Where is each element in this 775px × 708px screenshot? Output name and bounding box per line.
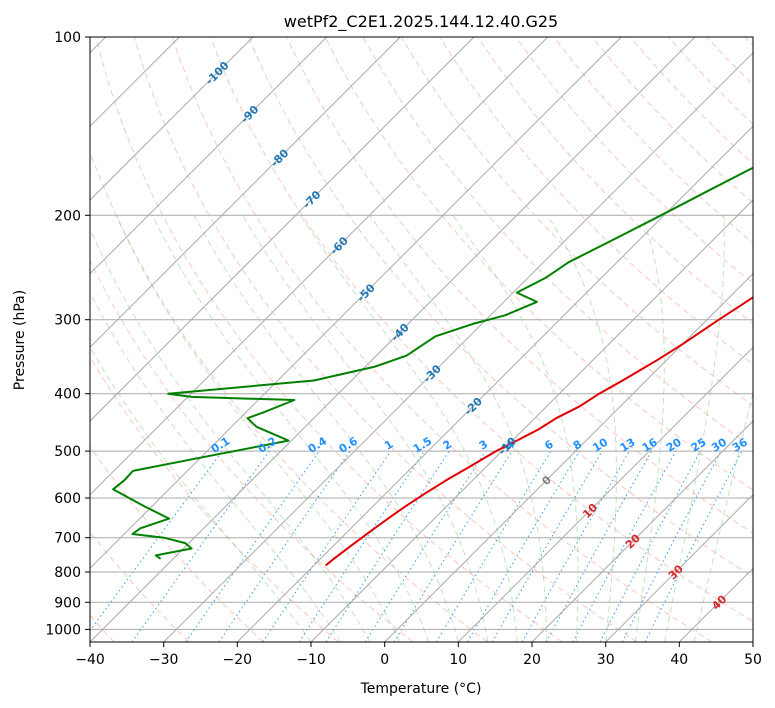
isotherm-line (90, 37, 622, 570)
mixing-ratio-line (185, 450, 320, 642)
mixing-ratio-line (262, 450, 392, 642)
isotherm-line (310, 199, 753, 642)
moist-adiabat (115, 215, 400, 642)
isotherm-line (384, 272, 753, 642)
x-tick-label: 50 (744, 652, 762, 668)
moist-adiabat (151, 215, 430, 642)
y-tick-label: 700 (54, 531, 81, 547)
dry-adiabat (90, 445, 264, 642)
mixing-ratio-line (572, 450, 677, 642)
y-tick-label: 900 (54, 595, 81, 611)
x-tick-label: 10 (449, 652, 467, 668)
mixing-ratio-line (435, 450, 552, 642)
temperature-profile (324, 296, 753, 567)
profile-lines (112, 166, 753, 567)
y-tick-label: 200 (54, 208, 81, 224)
y-tick-label: 1000 (45, 622, 81, 638)
mixing-ratio-line (325, 450, 450, 642)
y-tick-label: 400 (54, 387, 81, 403)
moist-adiabat (193, 215, 459, 642)
isotherm-line (236, 125, 753, 642)
isotherm-line (90, 37, 475, 422)
dry-adiabat (171, 37, 712, 642)
x-axis-label: Temperature (°C) (360, 681, 482, 697)
mixing-ratio-line (218, 450, 351, 642)
x-tick-label: −20 (223, 652, 253, 668)
plot-frame (89, 36, 754, 643)
isotherm-line (90, 37, 401, 349)
y-axis-label: Pressure (hPa) (12, 290, 28, 390)
dewpoint-profile (112, 166, 753, 560)
y-tick-label: 600 (54, 491, 81, 507)
y-tick-label: 500 (54, 444, 81, 460)
moist-adiabat (634, 215, 665, 642)
dry-adiabat (515, 37, 753, 284)
moist-adiabat (90, 346, 312, 642)
moist-adiabat (547, 215, 617, 642)
dry-adiabat (286, 37, 753, 534)
isotherm-line (90, 37, 254, 201)
isotherm-line (605, 493, 753, 642)
isotherm-line (90, 37, 549, 496)
dry-adiabat (248, 37, 753, 578)
isotherm-line (163, 51, 753, 642)
axes: −40 −30 −20 −10 0 10 20 30 40 50 100 200 300 400 500 60… (45, 30, 762, 668)
dry-adiabat (95, 37, 563, 642)
mixing-ratio-line (467, 450, 580, 642)
chart-title: wetPf2_C2E1.2025.144.12.40.G25 (284, 12, 558, 32)
x-tick-label: 40 (670, 652, 688, 668)
mixing-ratio-line (298, 450, 425, 642)
isotherm-line (457, 346, 753, 642)
x-tick-label: −30 (149, 652, 179, 668)
x-tick-label: −10 (296, 652, 326, 668)
x-tick-label: 30 (597, 652, 615, 668)
moist-adiabat (452, 215, 579, 642)
background-lines (90, 37, 753, 642)
dry-adiabat (90, 259, 414, 642)
isotherm-line (90, 37, 328, 275)
moist-adiabat (664, 215, 725, 642)
plot-area (90, 37, 753, 642)
y-tick-label: 300 (54, 313, 81, 329)
x-tick-label: 20 (523, 652, 541, 668)
dry-adiabat (210, 37, 753, 623)
y-tick-label: 800 (54, 565, 81, 581)
y-tick-label: 100 (54, 30, 81, 46)
moist-adiabat (90, 291, 341, 642)
moist-adiabat (369, 215, 548, 642)
dry-adiabat (324, 37, 753, 491)
isotherm-line (90, 37, 696, 642)
mixing-ratio-line (364, 450, 486, 642)
x-tick-label: 0 (380, 652, 389, 668)
mixing-ratio-line (599, 450, 701, 642)
isotherm-line (531, 420, 753, 642)
x-tick-label: −40 (75, 652, 105, 668)
